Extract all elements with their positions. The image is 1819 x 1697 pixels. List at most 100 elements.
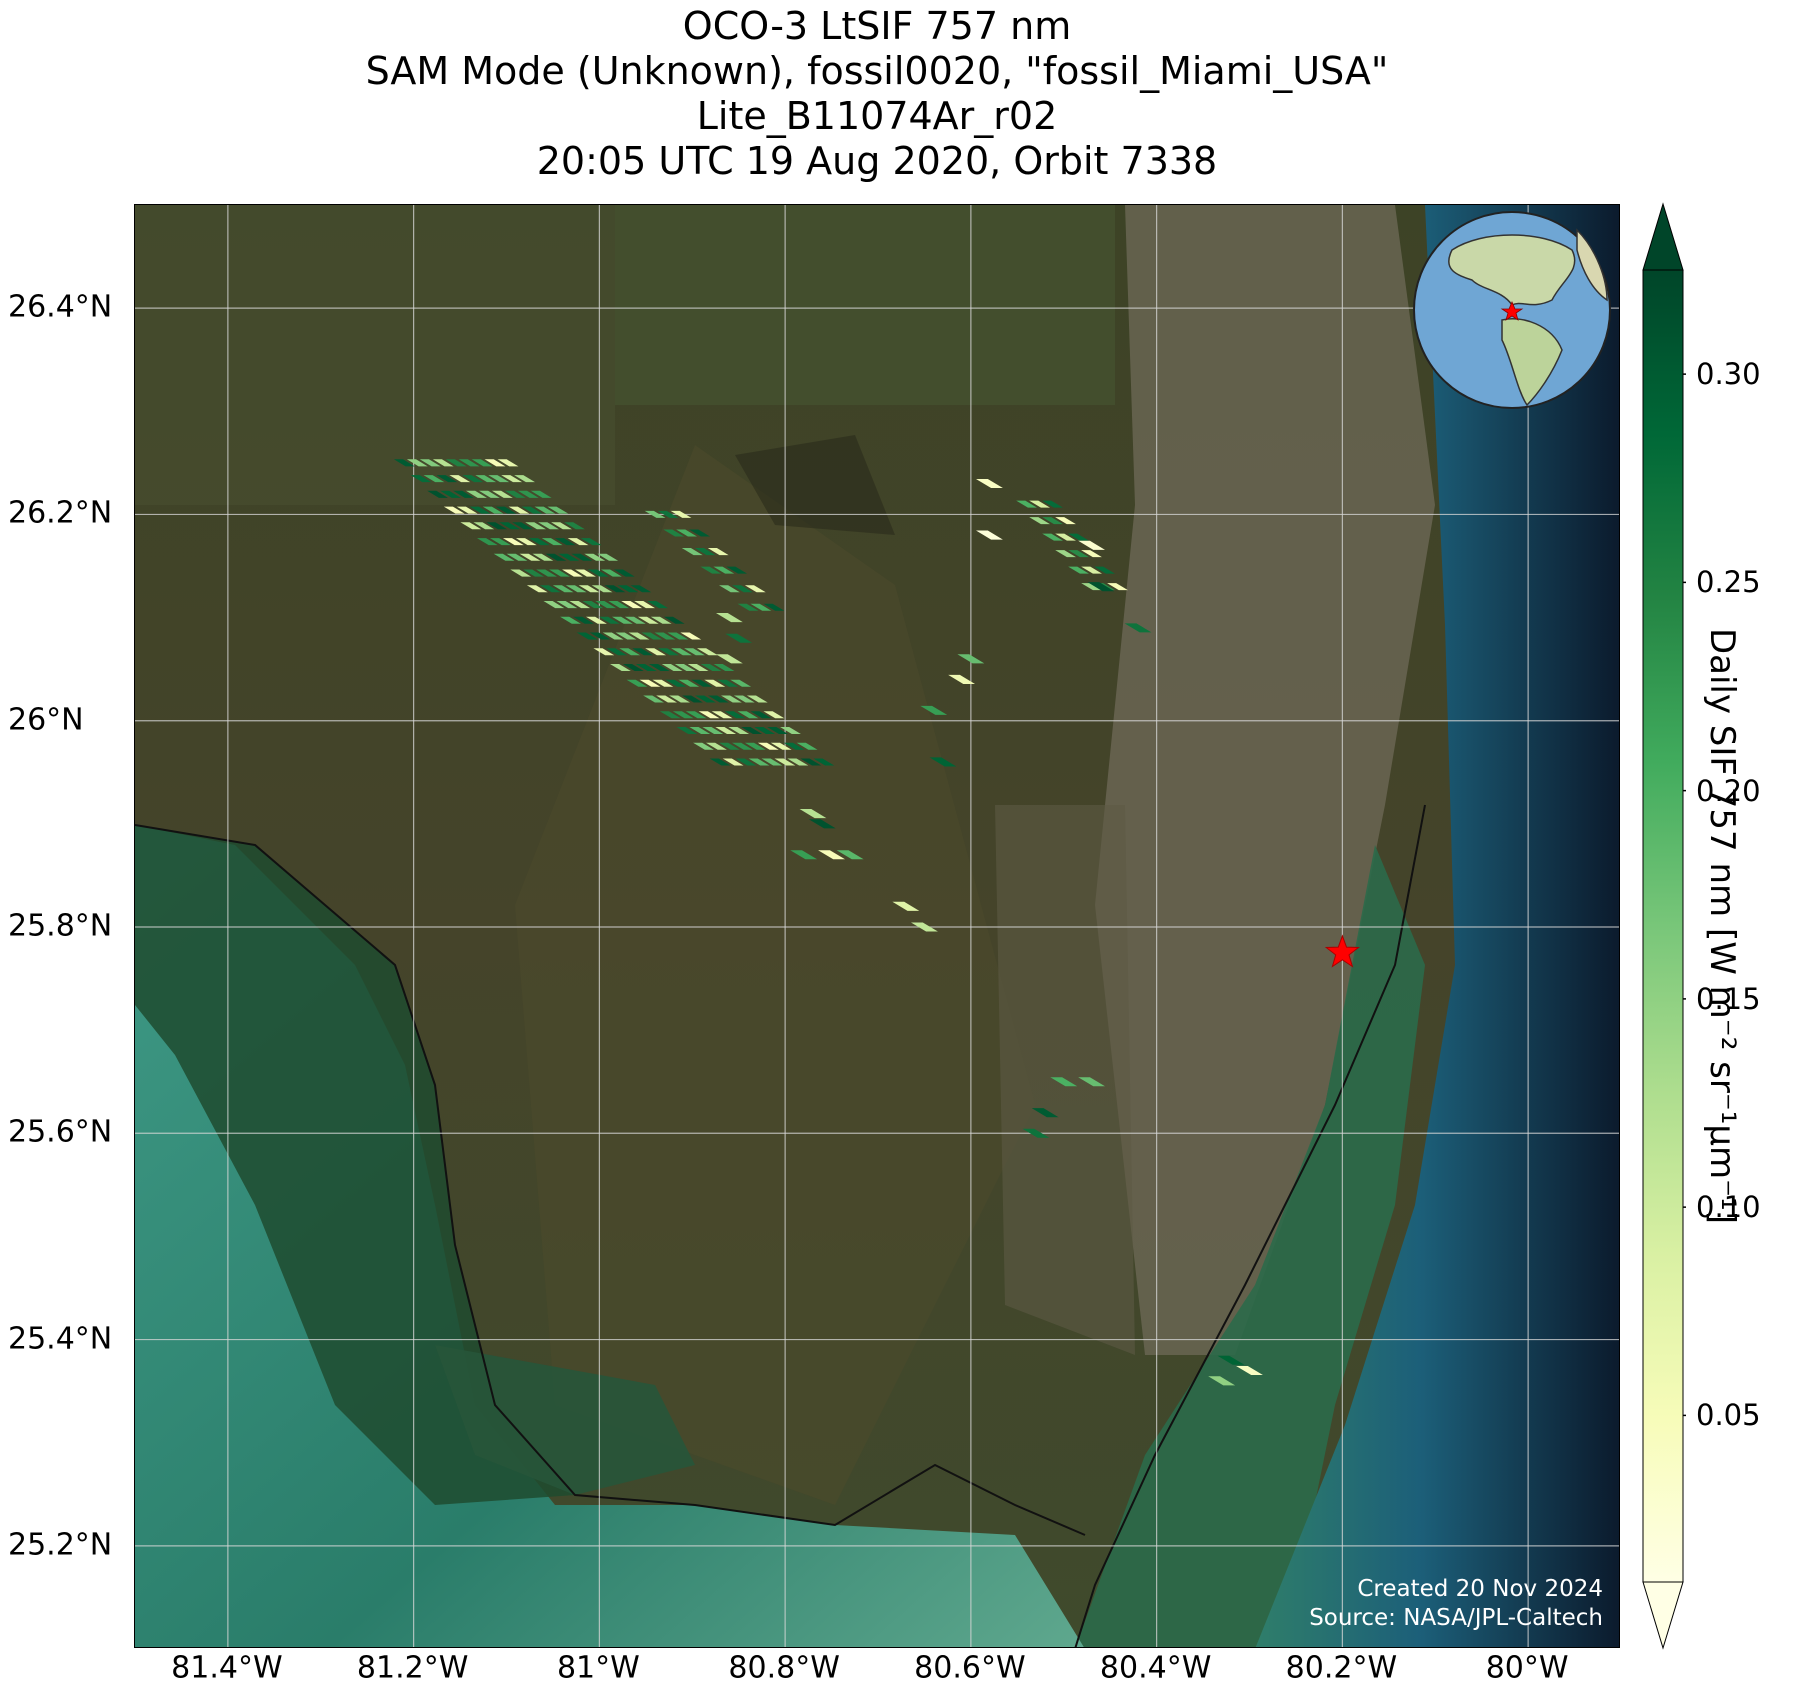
sounding-122[interactable] bbox=[674, 664, 696, 671]
sounding-127[interactable] bbox=[639, 679, 661, 687]
sounding-132[interactable] bbox=[704, 679, 726, 687]
sounding-0[interactable] bbox=[393, 459, 415, 467]
sounding-118[interactable] bbox=[622, 664, 644, 671]
sounding-42[interactable] bbox=[538, 522, 559, 530]
sounding-2[interactable] bbox=[419, 459, 441, 467]
sounding-85[interactable] bbox=[595, 601, 617, 609]
sounding-76[interactable] bbox=[578, 585, 600, 593]
sounding-104[interactable] bbox=[641, 632, 663, 640]
sounding-147[interactable] bbox=[698, 711, 720, 719]
sounding-223[interactable] bbox=[1124, 623, 1152, 633]
sounding-181[interactable] bbox=[657, 510, 679, 518]
sounding-240[interactable] bbox=[1236, 1366, 1263, 1375]
sounding-196[interactable] bbox=[750, 603, 772, 611]
sounding-166[interactable] bbox=[744, 742, 766, 750]
sounding-53[interactable] bbox=[580, 538, 602, 546]
sounding-202[interactable] bbox=[1042, 517, 1063, 525]
sounding-3[interactable] bbox=[432, 459, 454, 467]
sounding-113[interactable] bbox=[658, 648, 679, 656]
sounding-68[interactable] bbox=[575, 569, 596, 577]
sounding-48[interactable] bbox=[515, 538, 537, 546]
sounding-80[interactable] bbox=[630, 585, 652, 593]
sounding-6[interactable] bbox=[471, 459, 493, 467]
sounding-35[interactable] bbox=[547, 506, 569, 514]
sounding-219[interactable] bbox=[976, 479, 1003, 488]
sounding-39[interactable] bbox=[499, 522, 521, 530]
sounding-161[interactable] bbox=[780, 727, 801, 734]
sounding-1[interactable] bbox=[406, 459, 428, 467]
sounding-10[interactable] bbox=[423, 475, 445, 483]
sounding-18[interactable] bbox=[427, 490, 448, 498]
sounding-125[interactable] bbox=[713, 664, 735, 671]
sounding-13[interactable] bbox=[462, 475, 484, 483]
sounding-151[interactable] bbox=[750, 711, 772, 719]
sounding-73[interactable] bbox=[539, 585, 561, 593]
sounding-94[interactable] bbox=[612, 616, 633, 624]
sounding-156[interactable] bbox=[715, 727, 737, 734]
sounding-81[interactable] bbox=[543, 601, 565, 609]
sounding-78[interactable] bbox=[604, 585, 626, 593]
sounding-49[interactable] bbox=[528, 538, 550, 546]
sounding-95[interactable] bbox=[624, 616, 646, 624]
sounding-210[interactable] bbox=[1068, 566, 1089, 574]
sounding-83[interactable] bbox=[569, 601, 591, 609]
sounding-101[interactable] bbox=[602, 632, 624, 640]
sounding-23[interactable] bbox=[492, 490, 513, 498]
sounding-155[interactable] bbox=[702, 727, 724, 734]
sounding-58[interactable] bbox=[545, 553, 567, 561]
sounding-97[interactable] bbox=[650, 616, 672, 624]
sounding-153[interactable] bbox=[676, 727, 698, 734]
sounding-201[interactable] bbox=[1029, 517, 1050, 525]
sounding-59[interactable] bbox=[558, 553, 580, 561]
sounding-31[interactable] bbox=[495, 506, 517, 514]
sounding-116[interactable] bbox=[697, 648, 718, 656]
sounding-230[interactable] bbox=[790, 850, 818, 860]
sounding-67[interactable] bbox=[562, 569, 583, 577]
sounding-170[interactable] bbox=[796, 742, 818, 750]
sounding-119[interactable] bbox=[635, 664, 657, 671]
sounding-103[interactable] bbox=[628, 632, 650, 640]
sounding-178[interactable] bbox=[800, 758, 822, 766]
sounding-62[interactable] bbox=[597, 553, 619, 561]
sounding-143[interactable] bbox=[746, 695, 768, 703]
sounding-86[interactable] bbox=[608, 601, 630, 609]
sounding-184[interactable] bbox=[676, 529, 697, 537]
sounding-159[interactable] bbox=[754, 727, 775, 734]
sounding-203[interactable] bbox=[1055, 517, 1076, 525]
sounding-114[interactable] bbox=[671, 648, 692, 656]
sounding-239[interactable] bbox=[1217, 1355, 1245, 1365]
sounding-182[interactable] bbox=[670, 510, 692, 518]
sounding-229[interactable] bbox=[808, 819, 836, 829]
sounding-177[interactable] bbox=[787, 758, 809, 766]
sounding-4[interactable] bbox=[445, 459, 467, 467]
sounding-165[interactable] bbox=[732, 742, 753, 750]
sounding-213[interactable] bbox=[1081, 583, 1102, 591]
sounding-140[interactable] bbox=[708, 695, 729, 703]
sounding-144[interactable] bbox=[659, 711, 681, 719]
sounding-26[interactable] bbox=[530, 490, 552, 498]
sounding-134[interactable] bbox=[730, 679, 752, 687]
sounding-108[interactable] bbox=[593, 648, 615, 656]
sounding-238[interactable] bbox=[1022, 1128, 1050, 1138]
sounding-29[interactable] bbox=[469, 506, 491, 514]
sounding-185[interactable] bbox=[689, 529, 710, 537]
sounding-169[interactable] bbox=[783, 742, 805, 750]
sounding-152[interactable] bbox=[763, 711, 785, 719]
sounding-217[interactable] bbox=[725, 633, 753, 643]
sounding-88[interactable] bbox=[634, 601, 655, 609]
sounding-82[interactable] bbox=[556, 601, 578, 609]
sounding-107[interactable] bbox=[680, 632, 702, 640]
sounding-198[interactable] bbox=[1016, 500, 1037, 508]
sounding-14[interactable] bbox=[475, 475, 497, 483]
sounding-20[interactable] bbox=[453, 490, 474, 498]
sounding-200[interactable] bbox=[1042, 500, 1063, 508]
sounding-224[interactable] bbox=[957, 654, 985, 664]
sounding-128[interactable] bbox=[652, 679, 674, 687]
sounding-16[interactable] bbox=[501, 475, 523, 483]
sounding-36[interactable] bbox=[460, 522, 482, 530]
sounding-120[interactable] bbox=[648, 664, 670, 671]
sounding-173[interactable] bbox=[735, 758, 757, 766]
sounding-183[interactable] bbox=[663, 529, 685, 537]
sounding-63[interactable] bbox=[510, 569, 532, 577]
sounding-115[interactable] bbox=[684, 648, 705, 656]
